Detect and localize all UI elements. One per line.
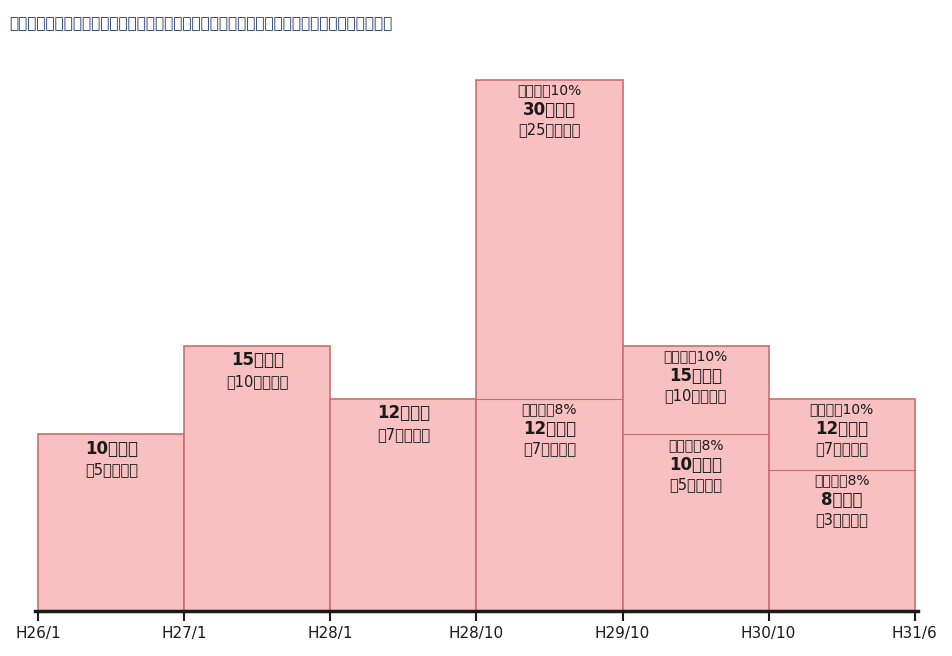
Bar (38, 434, 184, 611)
Text: （5百万円）: （5百万円） (85, 462, 138, 478)
Bar (622, 346, 767, 611)
Bar (767, 399, 914, 611)
Text: ・消費税10%: ・消費税10% (808, 402, 873, 417)
Text: （25百万円）: （25百万円） (518, 123, 580, 138)
Bar (476, 80, 622, 611)
Bar (330, 399, 476, 611)
Text: ・消費税8%: ・消費税8% (521, 402, 577, 417)
Text: ・消費税10%: ・消費税10% (517, 83, 581, 98)
Text: 12百万円: 12百万円 (523, 420, 575, 438)
Text: ・消費税8%: ・消費税8% (667, 438, 723, 452)
Text: 8百万円: 8百万円 (820, 491, 862, 509)
Text: （10百万円）: （10百万円） (226, 374, 288, 389)
Text: 30百万円: 30百万円 (523, 101, 575, 119)
Text: （7百万円）: （7百万円） (814, 441, 867, 457)
Text: （5百万円）: （5百万円） (668, 477, 722, 492)
Text: 15百万円: 15百万円 (668, 367, 722, 385)
Text: （10百万円）: （10百万円） (664, 388, 726, 403)
Text: 10百万円: 10百万円 (85, 440, 138, 458)
Text: ・消費税8%: ・消費税8% (813, 473, 868, 487)
Text: 住宅取得等資金の贈与税の非課税額（上段：省エネ等住宅、下段（　）：省エネ等住宅以外）: 住宅取得等資金の贈与税の非課税額（上段：省エネ等住宅、下段（ ）：省エネ等住宅以… (10, 16, 392, 31)
Text: （7百万円）: （7百万円） (523, 441, 575, 457)
Text: 15百万円: 15百万円 (230, 351, 284, 369)
Text: 10百万円: 10百万円 (668, 455, 722, 474)
Text: ・消費税10%: ・消費税10% (663, 349, 727, 363)
Text: （3百万円）: （3百万円） (814, 512, 867, 527)
Text: （7百万円）: （7百万円） (376, 427, 429, 442)
Text: 12百万円: 12百万円 (814, 420, 867, 438)
Text: 12百万円: 12百万円 (376, 404, 429, 422)
Bar (184, 346, 330, 611)
